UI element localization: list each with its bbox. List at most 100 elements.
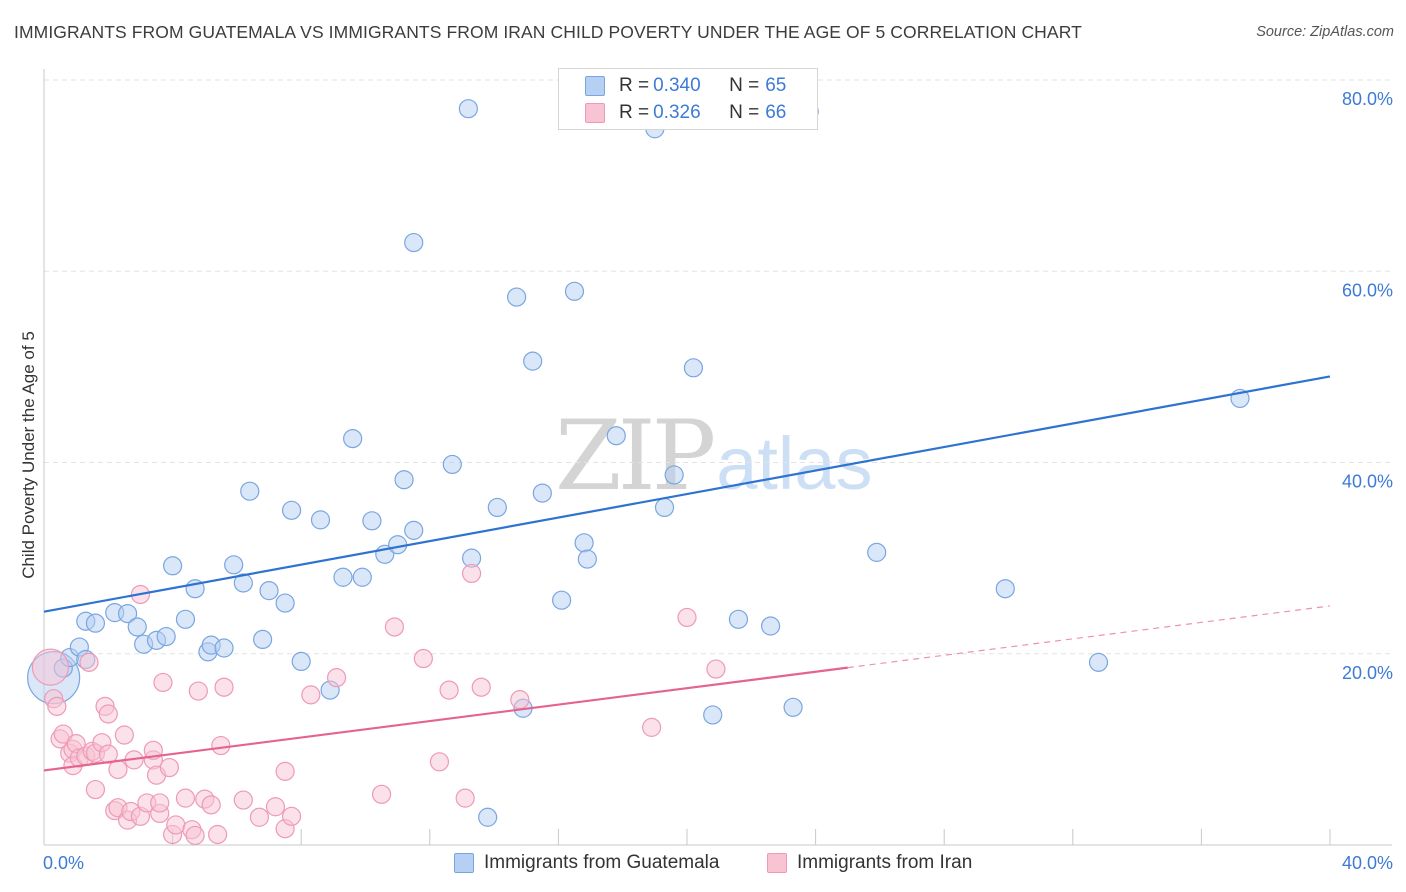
n-label: N = (729, 102, 760, 123)
iran-point (301, 685, 321, 705)
guatemala-point (564, 281, 585, 301)
iran-point (108, 759, 128, 780)
guatemala-point (664, 465, 684, 485)
r-label: R = (619, 75, 650, 96)
iran-trend-line-extension (847, 605, 1331, 669)
guatemala-point (291, 651, 311, 672)
chart-title: IMMIGRANTS FROM GUATEMALA VS IMMIGRANTS … (14, 22, 1082, 42)
iran-point (281, 806, 302, 826)
iran-trend-line (43, 666, 848, 772)
guatemala-point (362, 511, 382, 531)
guatemala-point (253, 629, 273, 650)
guatemala-point (394, 470, 414, 490)
guatemala-point (523, 351, 543, 371)
guatemala-point (577, 549, 597, 569)
iran-swatch (767, 853, 787, 873)
y-tick-label: 20.0% (1342, 663, 1393, 683)
watermark-atlas: atlas (716, 422, 873, 505)
source-label: Source: ZipAtlas.com (1256, 24, 1394, 40)
iran-point (188, 681, 208, 701)
iran-point (166, 815, 186, 835)
iran-point (265, 797, 286, 817)
guatemala-swatch (585, 76, 605, 96)
iran-point (153, 672, 173, 693)
guatemala-point (478, 807, 498, 827)
guatemala-point (654, 497, 675, 518)
iran-point (455, 788, 475, 808)
guatemala-point (487, 497, 507, 518)
iran-point (439, 680, 459, 700)
guatemala-point (127, 617, 147, 637)
guatemala-point (606, 426, 626, 446)
r-value: 0.326 (653, 102, 701, 123)
guatemala-point (310, 510, 331, 530)
guatemala-point (507, 287, 527, 307)
iran-point (98, 704, 118, 724)
iran-point (79, 652, 99, 672)
legend-label-guatemala: Immigrants from Guatemala (484, 852, 720, 873)
series-legend: Immigrants from Guatemala Immigrants fro… (0, 850, 1406, 880)
data-points (27, 99, 1250, 846)
guatemala-point (233, 573, 253, 593)
guatemala-swatch (454, 853, 474, 873)
iran-point (706, 659, 726, 679)
x-tick-label: 0.0% (43, 853, 84, 873)
y-axis-label: Child Poverty Under the Age of 5 (19, 331, 38, 579)
y-tick-label: 60.0% (1342, 280, 1393, 300)
tick-labels: 20.0% 40.0% 60.0% 80.0% 0.0% 40.0% (43, 89, 1393, 873)
axes (43, 69, 1392, 846)
guatemala-point (85, 613, 106, 633)
guatemala-point (458, 99, 478, 119)
iran-point (31, 648, 70, 686)
guatemala-point (175, 609, 196, 629)
legend-item-guatemala: Immigrants from Guatemala (454, 852, 719, 874)
guatemala-point (214, 638, 234, 658)
guatemala-point (1088, 652, 1109, 672)
guatemala-point (343, 428, 363, 449)
iran-point (326, 668, 347, 688)
iran-point (471, 677, 491, 697)
iran-point (185, 825, 205, 846)
r-value: 0.340 (653, 75, 701, 96)
iran-point (510, 690, 530, 710)
trend-lines (43, 375, 1331, 772)
r-label: R = (619, 102, 650, 123)
iran-point (47, 696, 67, 716)
guatemala-point (333, 567, 353, 587)
n-label: N = (729, 75, 760, 96)
iran-point (677, 607, 697, 628)
guatemala-point (224, 555, 244, 575)
iran-point (53, 724, 73, 744)
iran-point (201, 795, 221, 815)
iran-point (214, 677, 234, 697)
iran-point (85, 779, 106, 800)
iran-point (233, 790, 253, 810)
guatemala-point (163, 556, 183, 576)
guatemala-point (404, 232, 424, 253)
guatemala-point (442, 454, 462, 475)
legend-item-iran: Immigrants from Iran (767, 852, 972, 874)
grid-lines (44, 79, 1392, 655)
guatemala-point (156, 626, 176, 647)
iran-point (208, 824, 228, 845)
guatemala-point (703, 705, 723, 725)
n-value: 65 (765, 75, 787, 96)
guatemala-point (532, 483, 552, 503)
guatemala-point (259, 581, 279, 601)
guatemala-point (281, 500, 302, 520)
guatemala-point (760, 616, 781, 636)
guatemala-point (783, 697, 803, 717)
guatemala-point (117, 603, 138, 624)
legend-label-iran: Immigrants from Iran (797, 852, 973, 873)
iran-point (384, 617, 405, 637)
y-tick-label: 40.0% (1342, 472, 1393, 492)
guatemala-point (404, 520, 424, 540)
guatemala-trend-line (43, 375, 1331, 613)
iran-swatch (585, 103, 605, 123)
guatemala-point (574, 533, 594, 553)
iran-point (249, 807, 270, 827)
iran-point (275, 761, 295, 781)
y-tick-label: 80.0% (1342, 89, 1393, 109)
guatemala-point (552, 590, 572, 610)
